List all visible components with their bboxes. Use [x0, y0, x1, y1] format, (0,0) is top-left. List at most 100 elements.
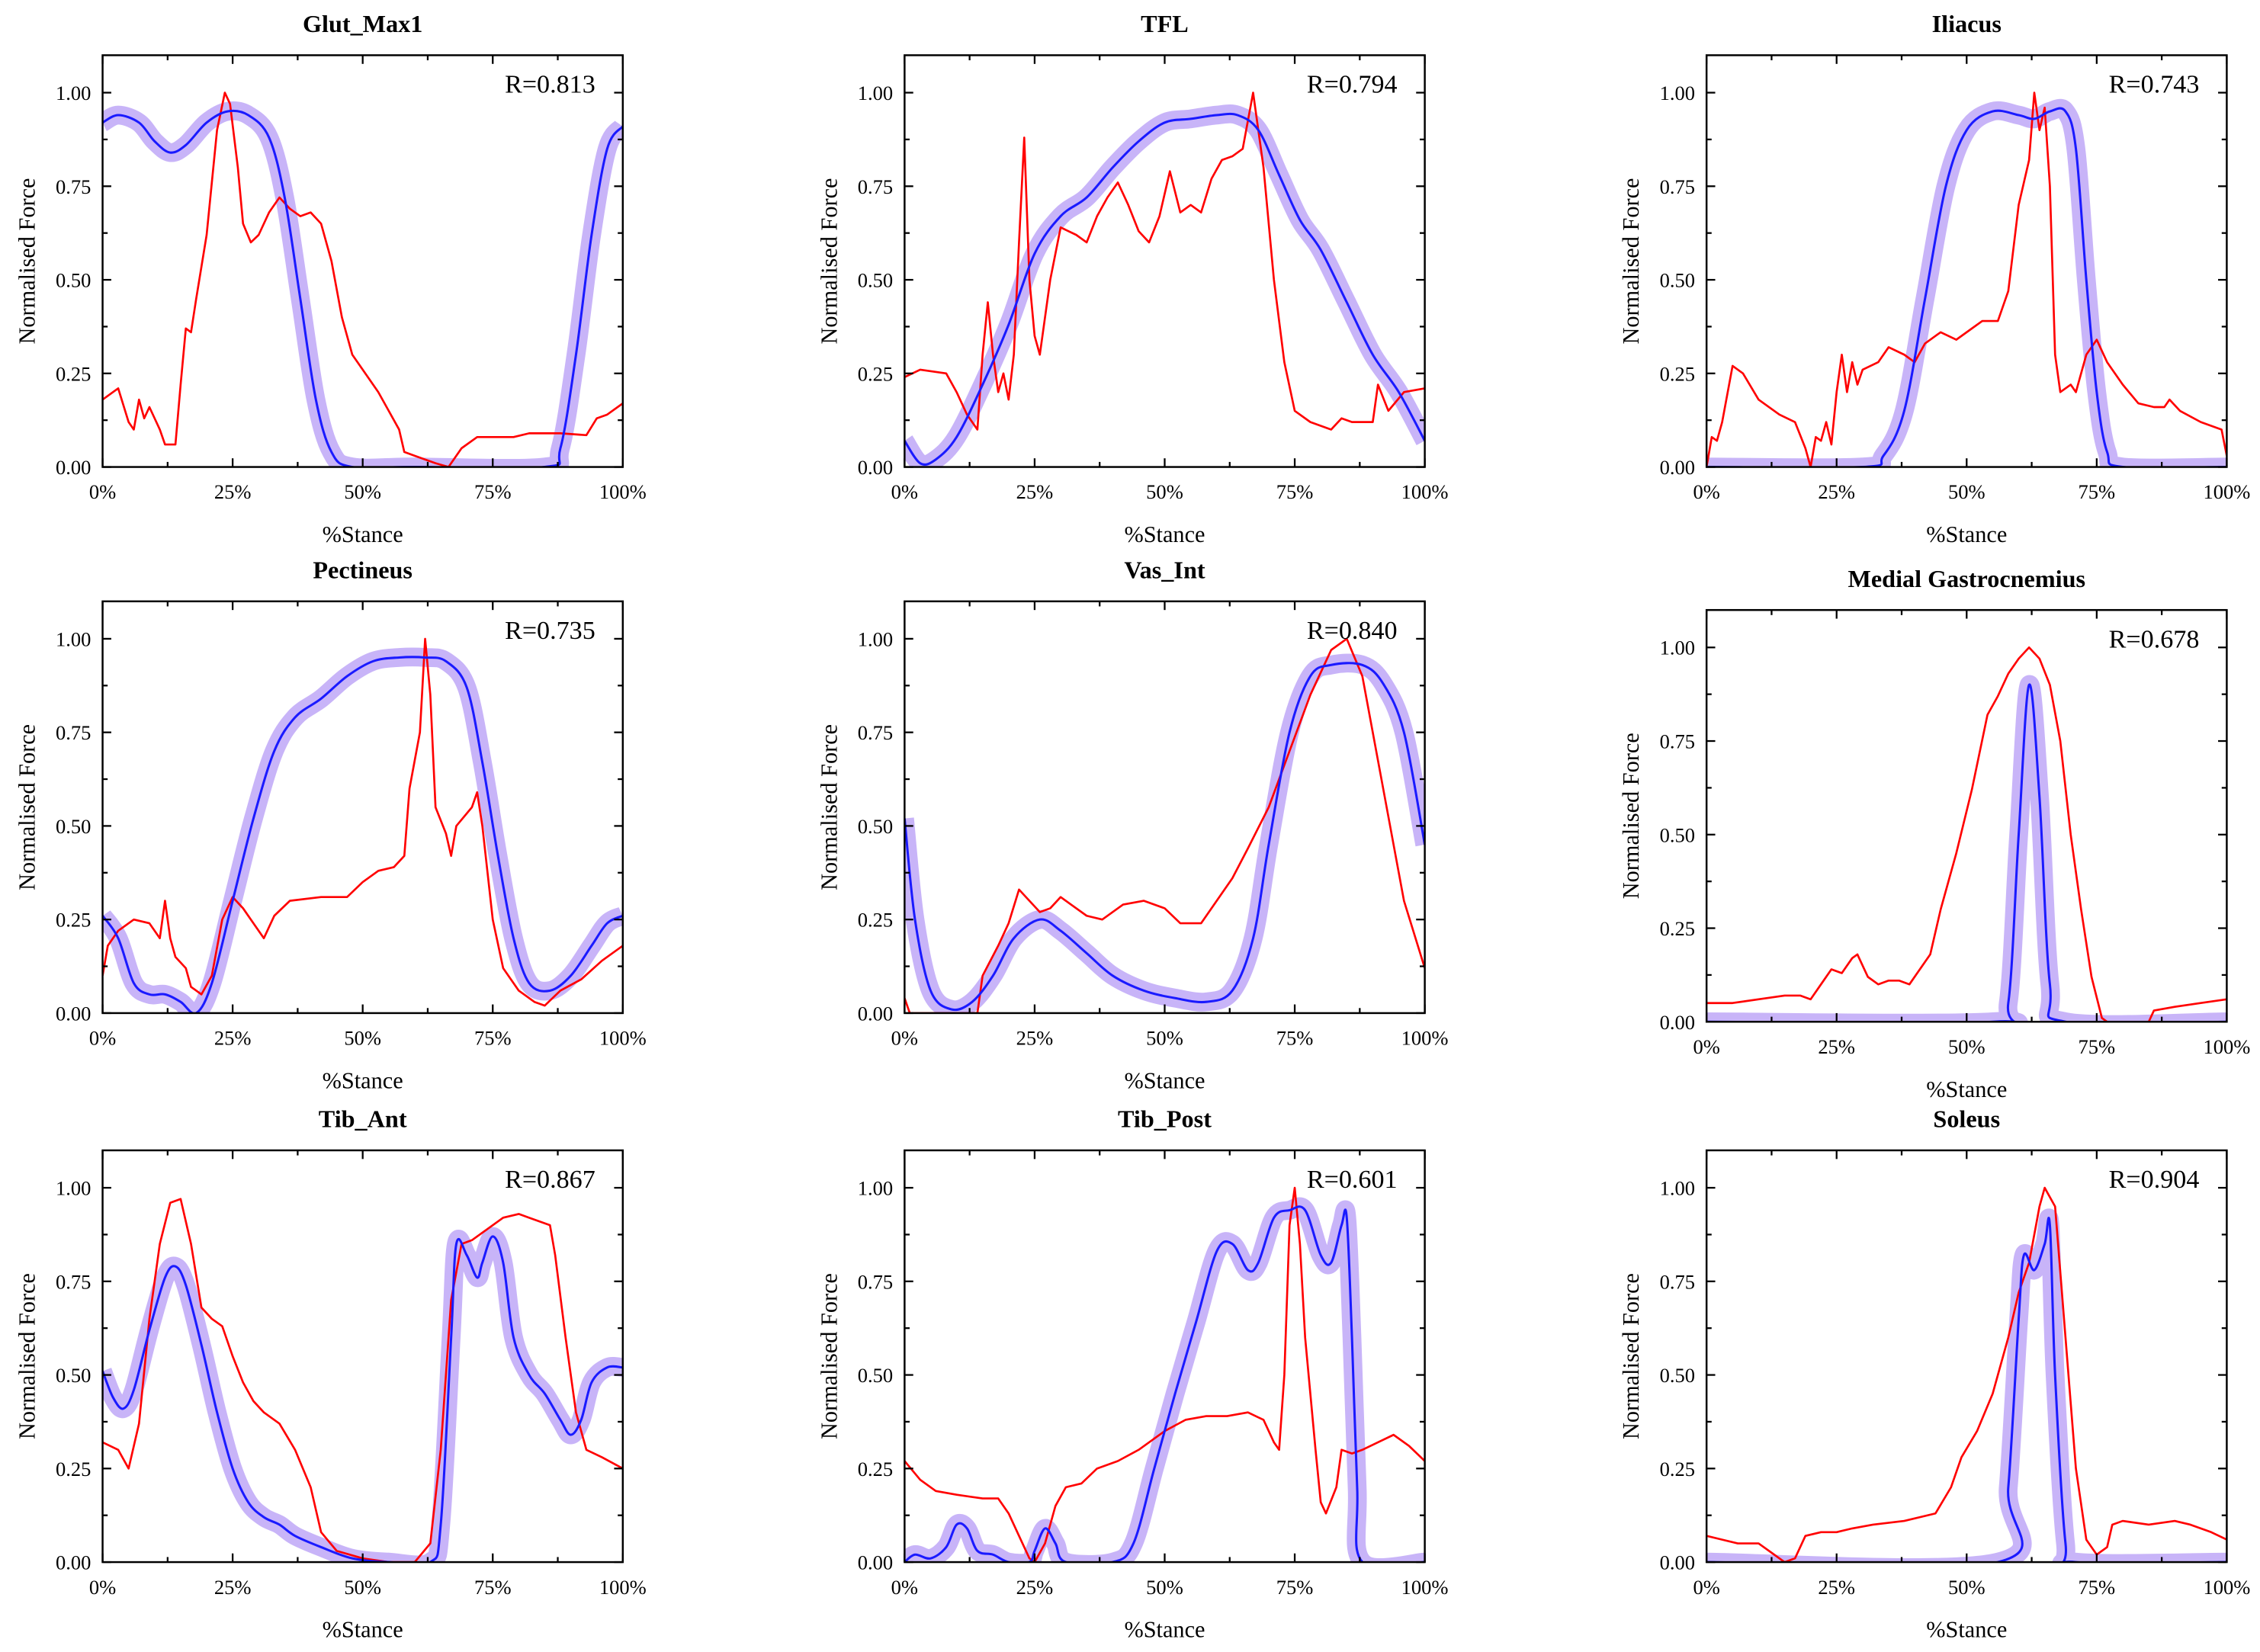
- panel-soleus: Soleus 0% 25% 50% 75% 100% 0.00 0.25 0.50 0.75 1.0…: [1618, 1105, 2250, 1643]
- x-tick-label: 75%: [1276, 1576, 1314, 1599]
- x-tick-label: 100%: [2203, 1035, 2250, 1058]
- x-tick-label: 75%: [2079, 480, 2116, 503]
- model-mean-line: [102, 1235, 623, 1563]
- x-tick-label: 50%: [1146, 1576, 1183, 1599]
- sd-band: [904, 104, 1425, 467]
- plot-area: [1706, 1186, 2227, 1563]
- correlation-annotation: R=0.743: [2109, 71, 2200, 99]
- correlation-annotation: R=0.840: [1307, 617, 1398, 645]
- panel-vas-int: Vas_Int 0% 25% 50% 75% 100% 0.00 0.25 0.50 0.75 1.…: [816, 556, 1448, 1093]
- y-tick-label: 0.75: [56, 1270, 91, 1293]
- panel-iliacus: Iliacus 0% 25% 50% 75% 100% 0.00 0.25 0.50 0.75 1.…: [1618, 10, 2250, 547]
- x-tick-label: 50%: [1146, 1027, 1183, 1050]
- measured-line: [904, 1186, 1425, 1563]
- x-tick-label: 0%: [891, 1576, 918, 1599]
- y-tick-label: 0.50: [858, 269, 893, 292]
- y-tick-label: 0.25: [1660, 1458, 1695, 1480]
- x-tick-label: 100%: [599, 1576, 647, 1599]
- x-tick-label: 100%: [1401, 1027, 1449, 1050]
- panel-title: Tib_Ant: [319, 1105, 407, 1133]
- y-tick-label: 0.50: [1660, 823, 1695, 846]
- y-axis-label: Normalised Force: [816, 1273, 842, 1439]
- y-axis-label: Normalised Force: [1618, 1273, 1644, 1439]
- y-tick-label: 0.00: [1660, 1011, 1695, 1034]
- x-tick-label: 100%: [599, 480, 647, 503]
- model-mean-line: [1706, 107, 2227, 467]
- y-tick-label: 0.50: [858, 815, 893, 838]
- y-tick-label: 1.00: [1660, 637, 1695, 659]
- model-mean-line: [904, 662, 1425, 1012]
- sd-band: [102, 101, 623, 467]
- panel-tfl: TFL 0% 25% 50% 75% 100% 0.00 0.25 0.50 0.75 1.00 %S…: [816, 10, 1448, 547]
- x-tick-label: 75%: [474, 1576, 512, 1599]
- y-tick-label: 0.75: [858, 721, 893, 744]
- y-tick-label: 0.00: [1660, 1551, 1695, 1574]
- y-tick-label: 1.00: [858, 82, 893, 104]
- y-tick-label: 0.00: [858, 456, 893, 479]
- x-axis-label: %Stance: [1124, 1617, 1205, 1643]
- plot-area: [102, 1198, 623, 1563]
- x-axis-label: %Stance: [1926, 1076, 2007, 1102]
- x-axis-label: %Stance: [323, 521, 403, 547]
- y-tick-label: 0.00: [56, 1551, 91, 1574]
- y-tick-label: 1.00: [858, 627, 893, 650]
- y-tick-label: 0.25: [56, 1458, 91, 1480]
- y-tick-label: 0.25: [858, 362, 893, 385]
- panel-medial-gastrocnemius: Medial Gastrocnemius 0% 25% 50% 75% 100% 0.00 0…: [1618, 565, 2250, 1102]
- plot-area: [904, 1186, 1425, 1563]
- correlation-annotation: R=0.794: [1307, 71, 1398, 99]
- x-axis-label: %Stance: [323, 1067, 403, 1093]
- model-mean-line: [1706, 683, 2227, 1022]
- panel-title: Soleus: [1933, 1105, 2000, 1133]
- y-tick-label: 0.75: [1660, 730, 1695, 753]
- measured-line: [102, 637, 623, 1007]
- x-tick-label: 50%: [1948, 1576, 1986, 1599]
- x-tick-label: 25%: [1818, 480, 1855, 503]
- y-tick-label: 0.75: [1660, 175, 1695, 198]
- panel-pectineus: Pectineus 0% 25% 50% 75% 100% 0.00 0.25 0.50 0.75…: [14, 556, 646, 1093]
- correlation-annotation: R=0.813: [505, 71, 595, 99]
- x-tick-label: 50%: [1948, 480, 1986, 503]
- x-tick-label: 100%: [1401, 480, 1449, 503]
- x-tick-label: 75%: [1276, 480, 1314, 503]
- x-tick-label: 100%: [2203, 1576, 2250, 1599]
- y-tick-label: 0.75: [858, 1270, 893, 1293]
- correlation-annotation: R=0.601: [1307, 1166, 1398, 1194]
- y-tick-label: 0.00: [56, 456, 91, 479]
- panel-glut-max1: Glut_Max1 0% 25% 50% 75% 100% 0.00 0.25 0.50 0.75…: [14, 10, 646, 547]
- x-tick-label: 75%: [1276, 1027, 1314, 1050]
- x-tick-label: 0%: [891, 1027, 918, 1050]
- sd-band: [1706, 98, 2227, 467]
- x-axis-label: %Stance: [1926, 1617, 2007, 1643]
- y-axis-label: Normalised Force: [1618, 178, 1644, 344]
- plot-area: [102, 637, 623, 1013]
- x-tick-label: 100%: [1401, 1576, 1449, 1599]
- y-tick-label: 1.00: [56, 82, 91, 104]
- panel-title: Medial Gastrocnemius: [1847, 565, 2085, 592]
- x-tick-label: 0%: [891, 480, 918, 503]
- model-mean-line: [904, 112, 1425, 466]
- y-axis-label: Normalised Force: [14, 724, 40, 890]
- y-tick-label: 0.00: [56, 1002, 91, 1025]
- y-tick-label: 0.25: [858, 1458, 893, 1480]
- sd-band: [904, 1197, 1425, 1563]
- sd-band: [1706, 675, 2227, 1022]
- y-tick-label: 0.75: [1660, 1270, 1695, 1293]
- measured-line: [102, 91, 623, 467]
- measured-line: [1706, 646, 2227, 1022]
- x-tick-label: 0%: [1693, 1576, 1719, 1599]
- panel-title: TFL: [1141, 10, 1189, 37]
- y-axis-label: Normalised Force: [14, 1273, 40, 1439]
- y-axis-label: Normalised Force: [14, 178, 40, 344]
- y-tick-label: 0.50: [1660, 1364, 1695, 1387]
- plot-area: [904, 637, 1425, 1013]
- y-axis-label: Normalised Force: [1618, 733, 1644, 899]
- y-tick-label: 0.25: [858, 909, 893, 932]
- y-tick-label: 0.50: [56, 269, 91, 292]
- y-tick-label: 0.00: [1660, 456, 1695, 479]
- y-tick-label: 0.00: [858, 1551, 893, 1574]
- plot-area: [102, 91, 623, 467]
- y-tick-label: 0.25: [56, 909, 91, 932]
- x-tick-label: 0%: [1693, 480, 1719, 503]
